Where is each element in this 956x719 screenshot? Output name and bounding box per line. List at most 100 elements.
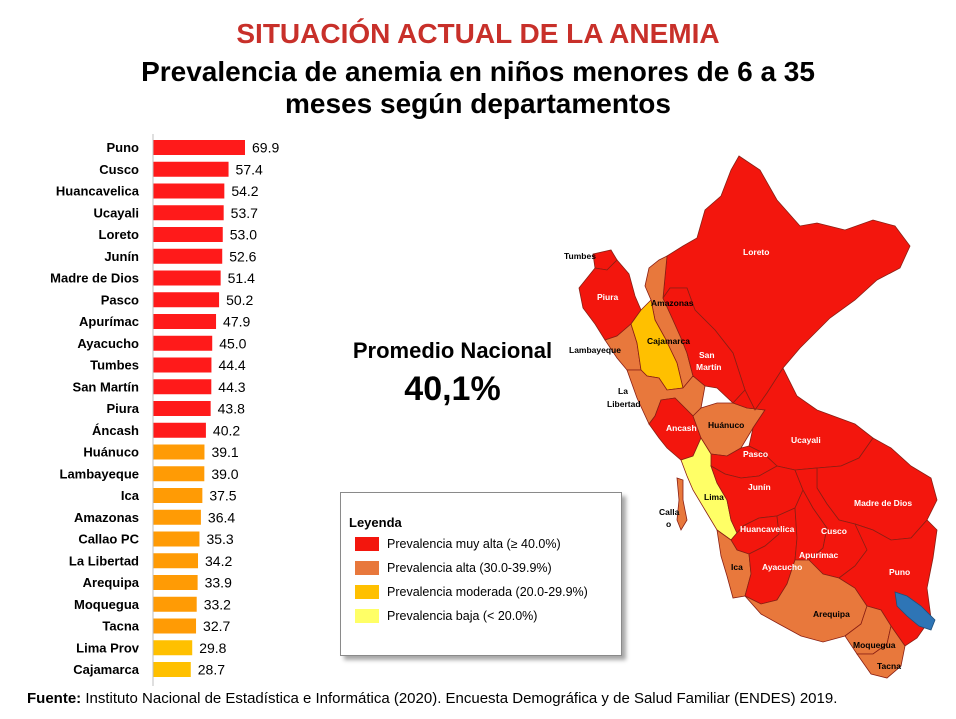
map-label-piura: Piura (597, 292, 619, 302)
map-label-madre-de-dios: Madre de Dios (854, 498, 912, 508)
bar (153, 205, 224, 221)
legend-item-muy-alta: Prevalencia muy alta (≥ 40.0%) (355, 536, 561, 552)
legend-label-alta: Prevalencia alta (30.0-39.9%) (387, 561, 552, 575)
bar (153, 227, 223, 242)
bar-category-label: Apurímac (79, 314, 139, 329)
map-label-huanuco: Huánuco (708, 420, 744, 430)
bar (153, 553, 199, 569)
bar (153, 662, 191, 677)
map-label-huancavelica: Huancavelica (740, 524, 795, 534)
chart-subtitle-line-1: Prevalencia de anemia en niños menores d… (141, 56, 815, 87)
source-text: Instituto Nacional de Estadística e Info… (81, 690, 838, 707)
map-label-cajamarca: Cajamarca (647, 336, 690, 346)
map-label-cusco: Cusco (821, 526, 847, 536)
map-label-san-martin-2: Martín (696, 362, 722, 372)
bar-value-label: 37.5 (209, 488, 236, 504)
bar-chart: Puno 69.9 Cusco 57.4 Huancavelica 54.2 Ucayali… (50, 134, 279, 686)
bar-value-label: 39.1 (211, 444, 238, 460)
bar (153, 314, 217, 329)
bar-category-label: San Martín (73, 379, 140, 394)
bar (153, 270, 221, 286)
bar-value-label: 35.3 (206, 531, 233, 547)
bar-value-label: 45.0 (219, 335, 246, 351)
bar-value-label: 44.3 (218, 379, 245, 395)
bar (153, 161, 229, 177)
map-label-puno: Puno (889, 567, 910, 577)
bar (153, 335, 213, 351)
map-label-la-libertad-2: Libertad (607, 399, 641, 409)
bar-category-label: Loreto (99, 227, 140, 242)
map-label-loreto: Loreto (743, 247, 769, 257)
bar-value-label: 40.2 (213, 422, 240, 438)
bar-value-label: 50.2 (226, 292, 253, 308)
bar (153, 509, 201, 525)
map-label-lima: Lima (704, 492, 724, 502)
bar (153, 640, 193, 656)
map-label-pasco: Pasco (743, 449, 768, 459)
map-region-tacna (856, 625, 906, 679)
bar (153, 618, 197, 634)
map-label-ancash: Ancash (666, 423, 697, 433)
bar (153, 357, 212, 373)
map-label-ica: Ica (731, 562, 743, 572)
bar-category-label: Piura (106, 401, 139, 416)
bar-category-label: Tacna (102, 619, 139, 634)
bar-value-label: 33.9 (205, 575, 232, 591)
bar-category-label: Ica (121, 488, 140, 503)
bar (153, 248, 223, 264)
bar-value-label: 29.8 (199, 640, 226, 656)
bar-value-label: 69.9 (252, 140, 279, 156)
legend-label-baja: Prevalencia baja (< 20.0%) (387, 609, 538, 623)
bar-category-label: Lambayeque (60, 466, 139, 481)
bar (153, 488, 203, 503)
bar (153, 422, 206, 438)
map-label-callao-2: o (666, 519, 671, 529)
bar-value-label: 33.2 (204, 596, 231, 612)
bar-category-label: Lima Prov (76, 640, 140, 655)
legend-title: Leyenda (349, 515, 402, 530)
bar (153, 575, 198, 590)
bar-value-label: 52.6 (229, 248, 256, 264)
bar-value-label: 51.4 (228, 270, 255, 286)
bar-value-label: 44.4 (218, 357, 245, 373)
bar-category-label: La Libertad (69, 553, 139, 568)
bar-category-label: Ayacucho (77, 336, 139, 351)
legend-item-alta: Prevalencia alta (30.0-39.9%) (355, 560, 552, 576)
bar-category-label: Cusco (99, 162, 139, 177)
legend-swatch-muy-alta (355, 537, 379, 551)
bar-category-label: Ucayali (93, 205, 139, 220)
bar (153, 466, 205, 482)
bar-value-label: 53.7 (231, 205, 258, 221)
bar (153, 140, 245, 155)
map-region-callao (676, 477, 688, 531)
map-label-junin: Junín (748, 482, 771, 492)
national-average-value: 40,1% (404, 370, 501, 408)
bar-category-label: Tumbes (90, 358, 139, 373)
chart-subtitle-line-2: meses según departamentos (285, 88, 671, 119)
bar-value-label: 54.2 (231, 183, 258, 199)
bar (153, 183, 225, 199)
legend-swatch-baja (355, 609, 379, 623)
peru-map: Tumbes Piura Amazonas Loreto Lambayeque … (564, 155, 938, 679)
map-label-ayacucho: Ayacucho (762, 562, 802, 572)
legend-item-baja: Prevalencia baja (< 20.0%) (355, 608, 537, 624)
bar-category-label: Madre de Dios (50, 271, 139, 286)
legend-swatch-alta (355, 561, 379, 575)
map-label-la-libertad-1: La (618, 386, 628, 396)
bar-value-label: 47.9 (223, 314, 250, 330)
map-label-san-martin-1: San (699, 350, 715, 360)
bar-category-label: Áncash (92, 423, 139, 438)
page-title: SITUACIÓN ACTUAL DE LA ANEMIA (236, 18, 720, 49)
bar-value-label: 32.7 (203, 618, 230, 634)
bar (153, 379, 212, 395)
bar-value-label: 53.0 (230, 227, 257, 243)
map-label-moquegua: Moquegua (853, 640, 896, 650)
bar-category-label: Pasco (101, 292, 139, 307)
bar-value-label: 34.2 (205, 553, 232, 569)
bar-category-label: Moquegua (74, 597, 140, 612)
map-label-amazonas: Amazonas (651, 298, 694, 308)
map-label-ucayali: Ucayali (791, 435, 821, 445)
national-average-label: Promedio Nacional (352, 338, 553, 363)
map-label-callao-1: Calla (659, 507, 680, 517)
map-label-apurimac: Apurímac (799, 550, 838, 560)
